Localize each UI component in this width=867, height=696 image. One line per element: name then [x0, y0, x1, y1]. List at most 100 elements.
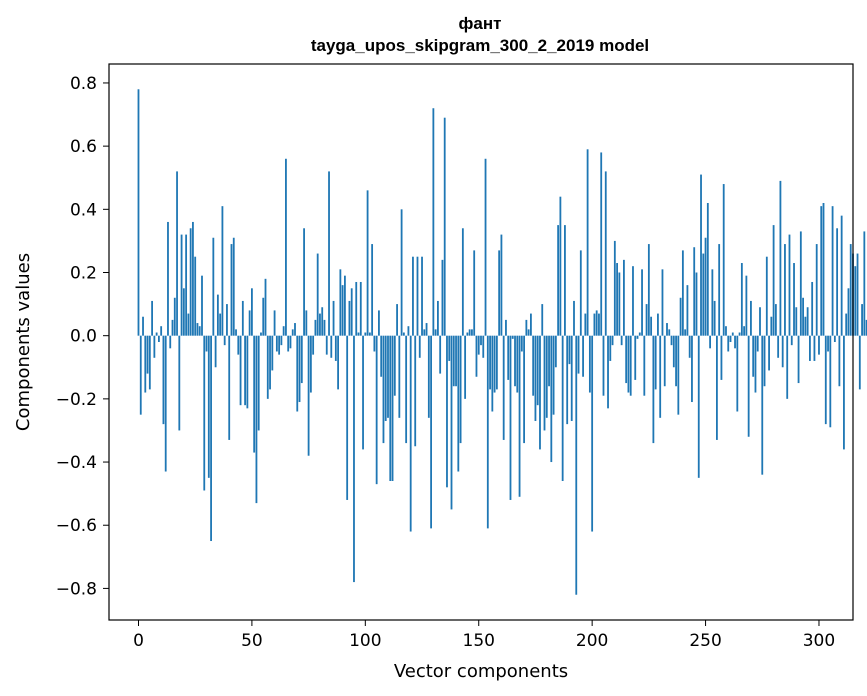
bar: [566, 335, 569, 425]
bar: [457, 335, 460, 472]
bar: [620, 335, 623, 346]
bar: [359, 281, 362, 336]
bar: [167, 221, 169, 336]
bar: [235, 329, 237, 336]
bar: [545, 335, 548, 418]
bar: [600, 152, 603, 336]
bar: [740, 263, 743, 336]
bar: [584, 313, 587, 336]
bar: [604, 171, 607, 336]
bar: [201, 275, 203, 336]
bar: [591, 335, 594, 532]
bar: [330, 335, 333, 358]
bar: [148, 335, 151, 390]
bars-group: [137, 89, 867, 595]
bar: [752, 335, 755, 377]
bar: [221, 206, 224, 336]
bar: [312, 335, 315, 355]
bar: [781, 335, 784, 368]
bar: [328, 171, 330, 336]
bar: [269, 335, 271, 390]
bar: [214, 335, 217, 368]
bar: [153, 335, 156, 358]
bar: [552, 335, 555, 415]
bar: [598, 313, 600, 336]
bar: [702, 253, 705, 336]
bar: [609, 335, 612, 361]
bar: [226, 304, 228, 336]
bar: [239, 335, 242, 406]
bar: [632, 266, 634, 336]
bar: [482, 335, 485, 358]
y-tick-label: 0.8: [70, 74, 97, 94]
y-axis-label: Components values: [13, 253, 34, 431]
bar: [289, 335, 292, 349]
bar: [527, 329, 530, 336]
bar: [756, 335, 759, 352]
bar: [861, 304, 863, 336]
bar: [464, 335, 467, 399]
bar: [443, 117, 446, 336]
bar: [439, 335, 442, 374]
bar: [237, 335, 240, 355]
bar: [550, 335, 553, 463]
bar: [813, 335, 816, 361]
bar: [747, 335, 750, 437]
bar: [638, 332, 641, 336]
bar: [525, 319, 528, 336]
bar: [400, 209, 403, 336]
bar: [657, 313, 659, 336]
bar: [255, 335, 258, 504]
bar: [675, 335, 677, 387]
bar: [802, 297, 804, 336]
bar: [319, 313, 321, 336]
bar: [423, 329, 426, 336]
bar: [421, 256, 423, 336]
bar: [731, 332, 734, 336]
bar: [843, 335, 845, 450]
bar: [173, 297, 176, 336]
bar: [543, 335, 546, 431]
bar: [266, 335, 269, 399]
bar: [158, 335, 160, 342]
bar: [561, 335, 564, 481]
bar: [160, 326, 163, 336]
x-tick-label: 200: [576, 631, 608, 651]
bar: [207, 335, 210, 478]
bar: [491, 335, 494, 412]
bar: [645, 304, 648, 336]
bar: [570, 335, 573, 421]
bar: [353, 335, 355, 583]
bar: [502, 335, 505, 440]
bar: [486, 335, 489, 529]
bar: [471, 329, 473, 336]
bar: [679, 297, 682, 336]
bar: [688, 335, 691, 358]
bar: [856, 253, 859, 336]
bar: [745, 275, 748, 336]
bar: [142, 316, 144, 336]
bar: [144, 335, 147, 393]
bar: [582, 335, 584, 377]
bar: [212, 237, 215, 336]
bar: [536, 335, 539, 406]
bar: [489, 335, 491, 390]
bar: [493, 335, 496, 393]
y-axis-ticks: −0.8 −0.6 −0.4 −0.2 0.0 0.2 0.4 0.6 0.8: [56, 74, 109, 599]
x-tick-label: 0: [133, 631, 144, 651]
y-tick-label: −0.2: [56, 390, 97, 410]
bar: [686, 285, 689, 336]
bar: [230, 244, 233, 336]
bar: [169, 335, 172, 349]
bar: [176, 171, 178, 336]
bar: [530, 313, 532, 336]
bar: [344, 275, 346, 336]
bar: [373, 335, 376, 352]
bar: [754, 335, 757, 393]
bar: [210, 335, 212, 542]
bar: [849, 244, 852, 336]
bar: [475, 335, 478, 377]
bar: [831, 206, 834, 336]
bar: [820, 206, 823, 336]
